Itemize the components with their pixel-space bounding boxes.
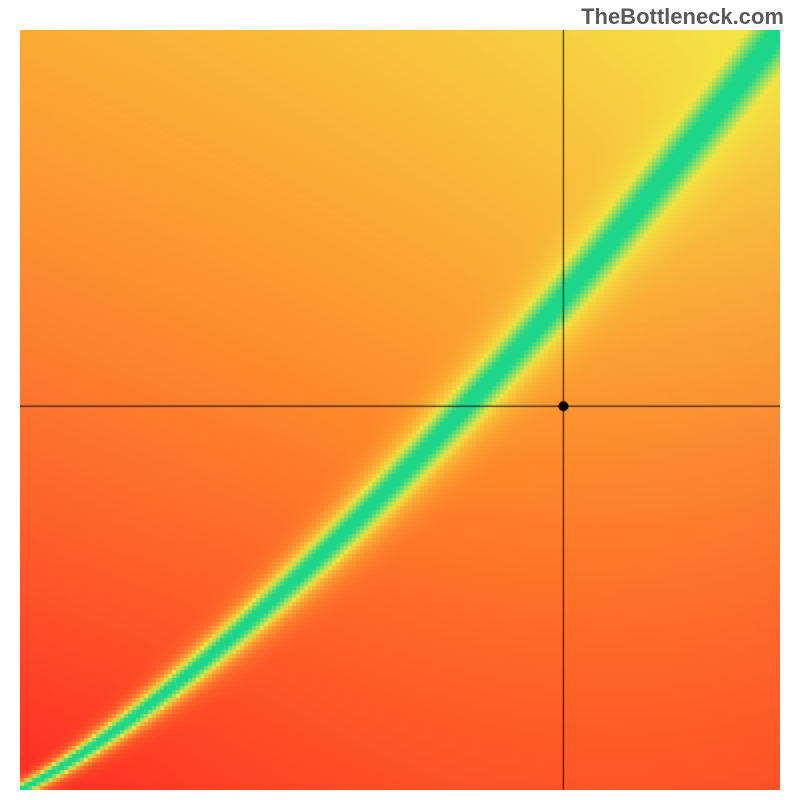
bottleneck-heatmap <box>20 30 780 790</box>
watermark-text: TheBottleneck.com <box>581 4 784 30</box>
chart-container: { "watermark": { "text": "TheBottleneck.… <box>0 0 800 800</box>
